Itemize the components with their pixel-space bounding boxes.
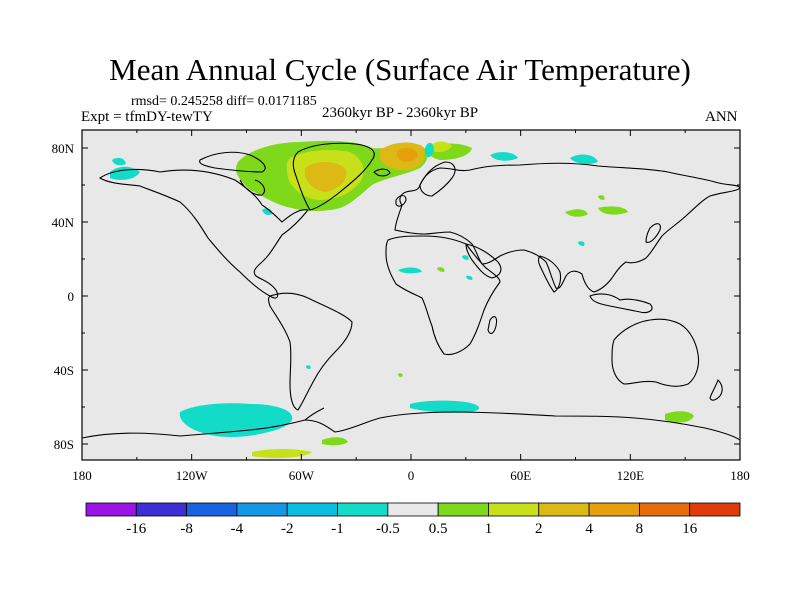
colorbar-label: 4: [585, 521, 593, 537]
lat-tick-label: 40N: [52, 215, 75, 230]
anomaly-siberia-2: [570, 154, 598, 165]
colorbar-swatch: [689, 502, 741, 517]
chart-title: Mean Annual Cycle (Surface Air Temperatu…: [109, 52, 691, 87]
anomaly-africa-3: [462, 255, 469, 260]
lat-tick-label: 80N: [52, 141, 75, 156]
colorbar-swatch: [588, 502, 640, 517]
coast-arabia: [465, 243, 502, 279]
season-label: ANN: [705, 109, 738, 125]
coast-hudson-bay: [239, 179, 265, 196]
stats-text: rmsd= 0.245258 diff= 0.0171185: [131, 94, 317, 109]
anomaly-antarctic-interior: [252, 449, 312, 459]
colorbar-label: 2: [535, 521, 543, 537]
lon-tick-label: 120W: [176, 468, 209, 483]
colorbar-swatch: [387, 502, 439, 517]
anomaly-antarctic-pen: [322, 437, 348, 446]
lat-tick-labels: 80N 40N 0 40S 80S: [52, 141, 75, 452]
lat-tick-label: 80S: [54, 437, 74, 452]
coastlines: [82, 142, 740, 441]
anomaly-asia-1: [565, 209, 588, 217]
colorbar-swatch: [538, 502, 590, 517]
colorbar-label: -0.5: [376, 521, 400, 537]
coast-australia: [611, 318, 700, 387]
colorbar-swatch: [186, 502, 238, 517]
lon-tick-label: 60E: [510, 468, 531, 483]
colorbar-label: 1: [485, 521, 493, 537]
lon-tick-label: 60W: [289, 468, 315, 483]
anomaly-arctic-blue: [425, 142, 434, 158]
anomaly-saudi: [466, 275, 473, 280]
experiment-label: Expt = tfmDY-tewTY: [81, 109, 213, 125]
anomaly-tibet: [578, 241, 585, 246]
coast-new-zealand: [709, 378, 723, 401]
colorbar-label: 0.5: [429, 521, 448, 537]
coast-india: [537, 255, 562, 293]
colorbar-label: -16: [126, 521, 146, 537]
anomaly-asia-2: [598, 206, 628, 215]
lon-tick-labels: 180 120W 60W 0 60E 120E 180: [72, 468, 750, 483]
anomaly-greenland-core: [304, 162, 347, 192]
anomaly-asia-3: [598, 195, 605, 200]
anomaly-layer: [110, 140, 694, 459]
anomaly-weddell: [410, 400, 480, 413]
tick-marks: [81, 130, 741, 460]
colorbar-label: -1: [331, 521, 344, 537]
coast-antarctic-peninsula: [304, 407, 325, 421]
coast-uk: [395, 194, 407, 207]
colorbar-swatch: [286, 502, 338, 517]
colorbar-swatch: [488, 502, 540, 517]
coast-iceland: [373, 168, 391, 177]
colorbar-label: 8: [636, 521, 644, 537]
coast-arctic-islands: [199, 151, 266, 173]
anomaly-africa-1: [398, 267, 422, 274]
colorbar-label: -2: [281, 521, 294, 537]
colorbar-swatch: [337, 502, 389, 517]
colorbar-labels: -16 -8 -4 -2 -1 -0.5 0.5 1 2 4 8 16: [126, 521, 697, 537]
anomaly-southern: [398, 373, 403, 377]
colorbar-label: -4: [231, 521, 244, 537]
colorbar: [85, 502, 741, 517]
lon-tick-label: 180: [730, 468, 750, 483]
map-background: [82, 130, 740, 460]
coast-madagascar: [487, 316, 498, 335]
anomaly-atlantic: [306, 365, 311, 369]
coast-scandinavia: [419, 161, 456, 197]
anomaly-siberia-1: [490, 152, 518, 161]
lat-tick-label: 40S: [54, 363, 74, 378]
coast-antarctica: [82, 411, 740, 441]
colorbar-swatch: [135, 502, 188, 517]
colorbar-label: -8: [180, 521, 193, 537]
lon-tick-label: 120E: [617, 468, 645, 483]
coast-south-america: [267, 292, 353, 411]
coast-greenland: [292, 142, 375, 211]
anomaly-europe-small: [430, 141, 452, 153]
colorbar-label: 16: [682, 521, 698, 537]
colorbar-swatch: [85, 502, 137, 517]
anomaly-ross: [665, 411, 694, 423]
lon-tick-label: 0: [408, 468, 415, 483]
period-label: 2360kyr BP - 2360kyr BP: [322, 105, 479, 121]
colorbar-swatch: [638, 502, 691, 517]
lat-tick-label: 0: [68, 289, 75, 304]
anomaly-bering: [112, 157, 126, 166]
colorbar-swatch: [437, 502, 489, 517]
coast-indonesia: [589, 293, 653, 314]
anomaly-africa-2: [437, 267, 445, 272]
colorbar-swatch: [236, 502, 288, 517]
coast-japan: [645, 223, 661, 243]
anomaly-svalbard-core: [396, 147, 418, 163]
lon-tick-label: 180: [72, 468, 92, 483]
